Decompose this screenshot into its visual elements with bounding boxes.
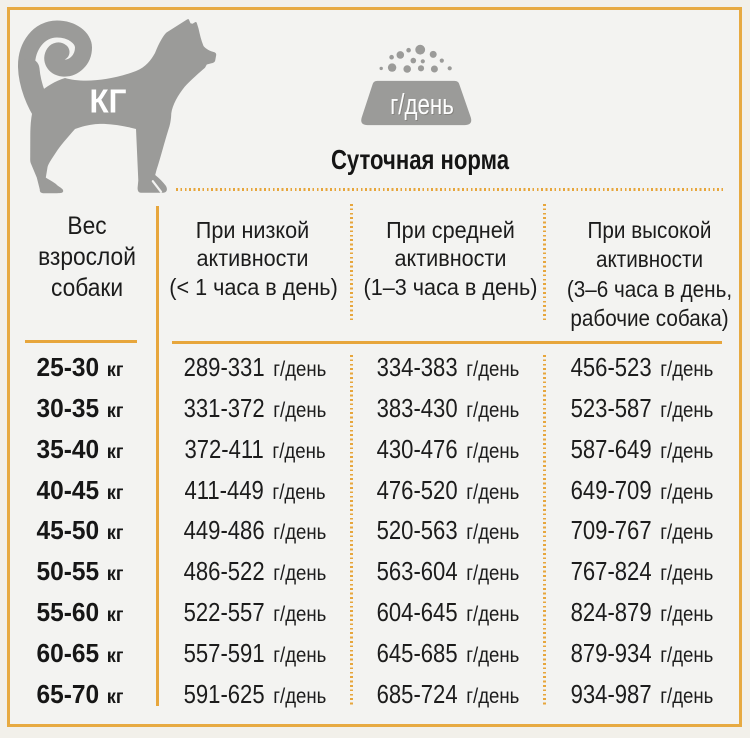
svg-text:КГ: КГ (90, 83, 127, 120)
svg-text:г/день: г/день (390, 89, 454, 120)
